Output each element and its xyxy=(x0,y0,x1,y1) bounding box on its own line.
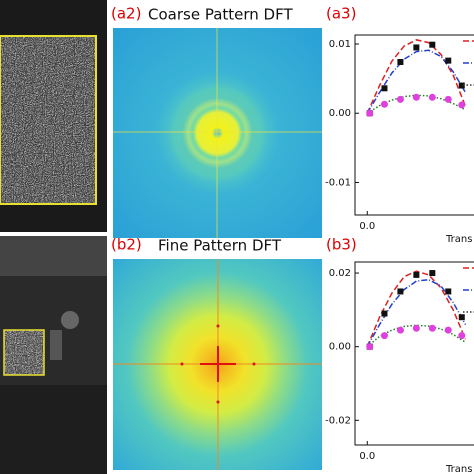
y-tick-label: 0.02 xyxy=(329,268,351,279)
marker xyxy=(445,57,452,64)
marker xyxy=(458,82,465,89)
panel-label: (a3) xyxy=(326,5,356,23)
marker xyxy=(396,326,404,334)
marker xyxy=(380,332,388,340)
x-axis-label: Trans xyxy=(445,234,472,245)
marker xyxy=(381,85,388,92)
plot-frame xyxy=(354,34,474,216)
y-tick-label: -0.02 xyxy=(325,415,351,426)
speckle-coarse xyxy=(0,36,97,204)
marker xyxy=(444,95,452,103)
marker xyxy=(366,109,374,117)
x-axis-label: Trans xyxy=(445,464,472,474)
peak xyxy=(216,400,220,404)
roi-box xyxy=(3,329,45,376)
marker xyxy=(428,93,436,101)
x-tick-label: 0.0 xyxy=(359,451,375,462)
marker xyxy=(413,44,420,51)
y-tick-label: 0.01 xyxy=(329,39,351,50)
marker xyxy=(381,310,388,317)
camera xyxy=(61,311,79,329)
marker xyxy=(458,314,465,321)
y-tick-label: -0.01 xyxy=(325,177,351,188)
speckle-fine xyxy=(4,330,44,375)
panel-label: (a2) xyxy=(111,5,141,23)
marker xyxy=(429,270,436,277)
marker xyxy=(445,288,452,295)
series-line xyxy=(366,278,467,348)
plot-frame xyxy=(354,261,474,446)
marker xyxy=(413,271,420,278)
series-line xyxy=(366,49,467,114)
marker xyxy=(412,324,420,332)
peak xyxy=(180,362,184,366)
stand xyxy=(50,330,62,360)
panel-title: Coarse Pattern DFT xyxy=(148,6,293,24)
marker xyxy=(412,93,420,101)
photo-bg xyxy=(0,236,107,276)
series-line xyxy=(366,39,467,114)
panel-label: (b2) xyxy=(111,236,142,254)
marker xyxy=(458,101,466,109)
y-tick-label: 0.00 xyxy=(329,108,351,119)
y-tick-label: 0.00 xyxy=(329,342,351,353)
x-tick-label: 0.0 xyxy=(359,221,375,232)
marker xyxy=(380,100,388,108)
peak xyxy=(252,362,256,366)
panel-title: Fine Pattern DFT xyxy=(158,237,282,255)
table xyxy=(0,385,107,474)
series-line xyxy=(366,270,467,347)
marker xyxy=(444,326,452,334)
marker xyxy=(458,332,466,340)
marker xyxy=(396,95,404,103)
marker xyxy=(397,59,404,65)
marker xyxy=(366,343,374,351)
peak xyxy=(216,324,220,328)
marker xyxy=(397,288,404,295)
roi-box xyxy=(0,35,97,205)
panel-label: (b3) xyxy=(326,236,357,254)
marker xyxy=(429,41,436,48)
marker xyxy=(428,324,436,332)
